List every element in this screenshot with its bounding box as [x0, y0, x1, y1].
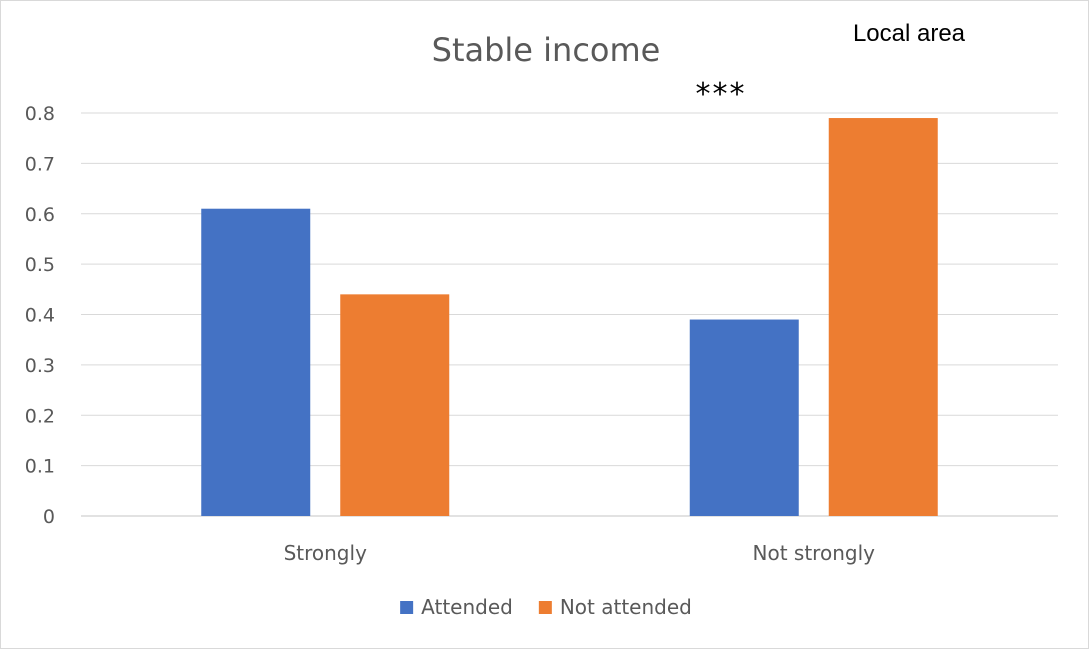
local-area-label: Local area [853, 20, 966, 47]
x-axis-categories: Strongly Not strongly [284, 541, 876, 565]
legend-swatch [400, 601, 414, 614]
y-tick-label: 0.5 [25, 254, 55, 276]
bars [201, 118, 938, 516]
x-category-label: Not strongly [753, 541, 876, 565]
y-tick-label: 0.3 [25, 355, 55, 377]
legend-swatch [538, 601, 552, 614]
legend-label: Attended [421, 595, 513, 619]
bar-not-attended-strongly [340, 294, 450, 516]
y-tick-label: 0.1 [25, 456, 55, 478]
bar-attended-strongly [201, 208, 311, 516]
legend: Attended Not attended [400, 595, 692, 619]
y-tick-label: 0.8 [25, 103, 55, 125]
y-tick-label: 0.2 [25, 405, 55, 427]
y-tick-label: 0 [43, 506, 55, 528]
y-axis-ticks: 0 0.1 0.2 0.3 0.4 0.5 0.6 0.7 0.8 [25, 103, 55, 528]
x-category-label: Strongly [284, 541, 367, 565]
legend-label: Not attended [560, 595, 692, 619]
y-tick-label: 0.4 [25, 305, 55, 327]
y-tick-label: 0.6 [25, 204, 55, 226]
bar-attended-not-strongly [689, 319, 799, 516]
bar-not-attended-not-strongly [828, 118, 938, 516]
y-tick-label: 0.7 [25, 153, 55, 175]
significance-marker: *** [696, 77, 747, 112]
chart-title: Stable income [432, 31, 661, 69]
